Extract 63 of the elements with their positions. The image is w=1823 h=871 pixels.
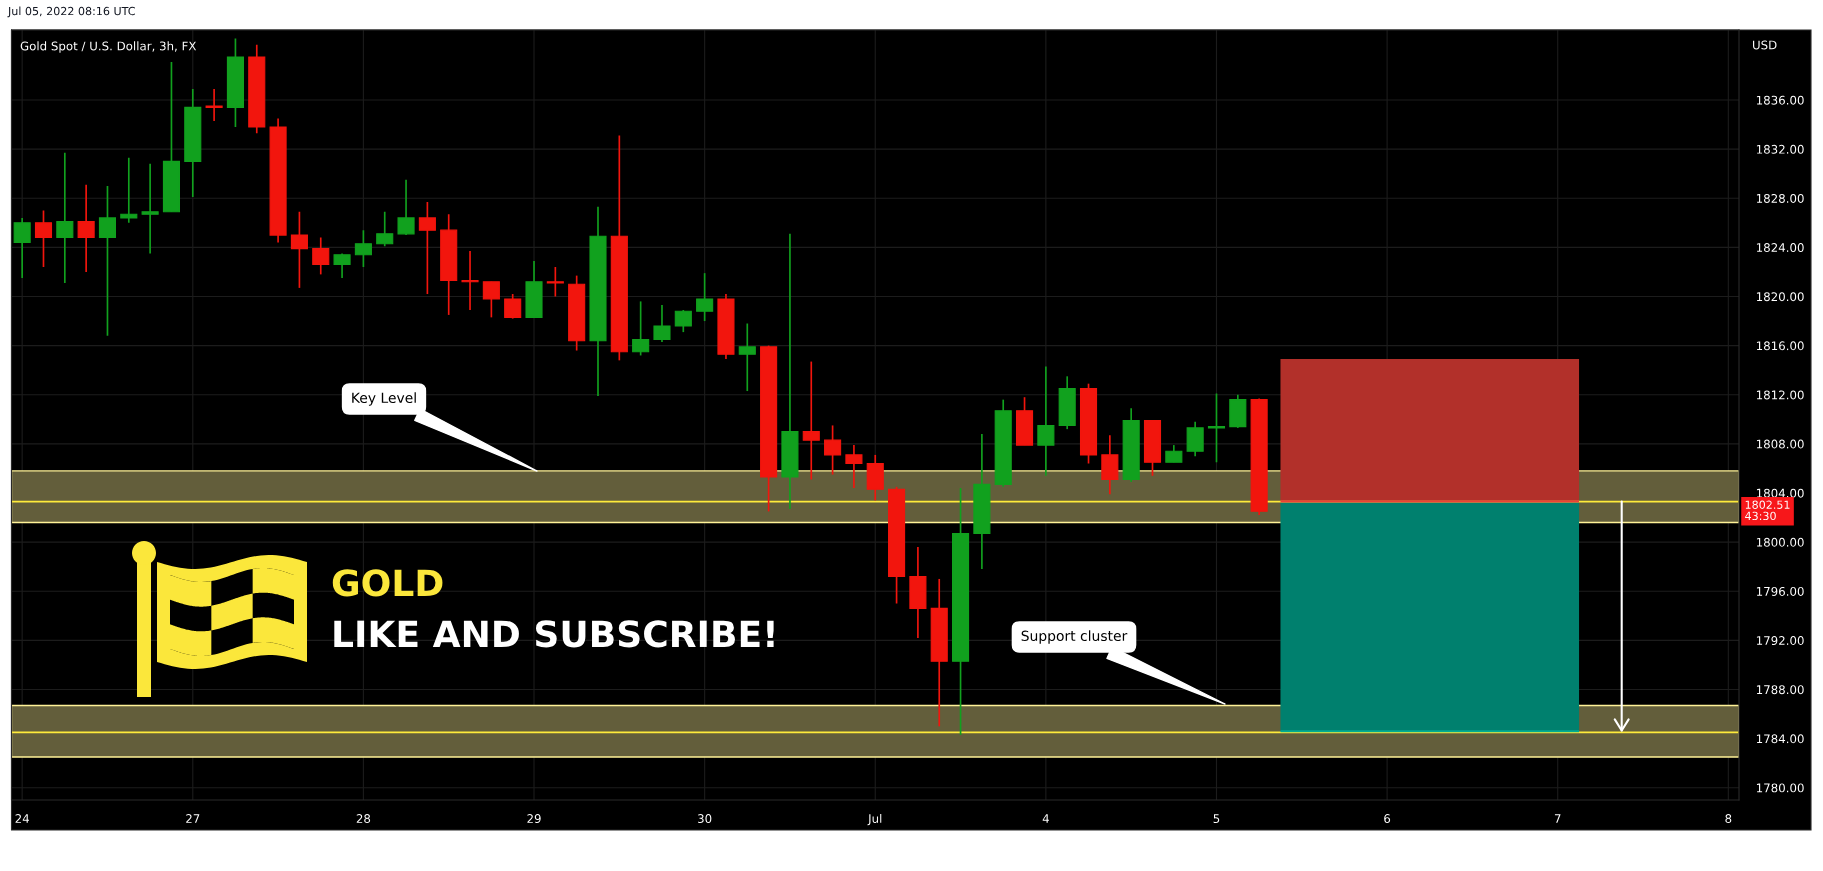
candlestick bbox=[845, 444, 863, 489]
x-tick-label: 28 bbox=[356, 814, 371, 824]
candlestick bbox=[696, 272, 714, 322]
x-tick-label: 4 bbox=[1042, 814, 1049, 823]
candlestick bbox=[205, 88, 223, 122]
candlestick bbox=[312, 236, 330, 276]
y-tick-label: 1800.00 bbox=[1756, 537, 1804, 547]
text: Gold Spot / U.S. Dollar, 3h, FX bbox=[20, 41, 197, 53]
chart-subtitle: Jul 05, 2022 08:16 UTC bbox=[7, 6, 135, 18]
y-tick-label: 1812.00 bbox=[1756, 390, 1804, 400]
annotation: LIKE AND SUBSCRIBE! bbox=[334, 620, 774, 648]
candlestick bbox=[1207, 392, 1226, 464]
y-tick-label: 1796.00 bbox=[1756, 586, 1804, 596]
y-tick-label: 1836.00 bbox=[1756, 95, 1804, 105]
x-tick-label: 8 bbox=[1725, 814, 1732, 824]
candlestick bbox=[34, 209, 53, 268]
x-tick-label: 30 bbox=[698, 814, 712, 824]
annotation: Key Level bbox=[352, 392, 416, 406]
y-tick-label: 1828.00 bbox=[1756, 193, 1804, 203]
candlestick bbox=[1037, 365, 1055, 477]
y-axis-title: USD bbox=[1753, 40, 1777, 50]
candlestick bbox=[141, 163, 159, 255]
candlestick bbox=[418, 201, 436, 295]
candlestick bbox=[738, 322, 756, 392]
x-tick-label: 29 bbox=[527, 814, 541, 824]
y-tick-label: 1832.00 bbox=[1756, 144, 1804, 154]
x-tick-label: Jul bbox=[867, 813, 882, 826]
y-tick-label: 1816.00 bbox=[1756, 341, 1804, 351]
candlestick bbox=[802, 360, 820, 481]
y-tick-label: 1792.00 bbox=[1756, 636, 1804, 645]
candlestick bbox=[1186, 420, 1204, 457]
candlestick bbox=[504, 293, 522, 320]
y-tick-label: 1824.00 bbox=[1756, 243, 1804, 253]
candlestick bbox=[824, 424, 842, 476]
candlestick bbox=[98, 185, 117, 337]
candlestick bbox=[56, 151, 74, 284]
candlestick bbox=[333, 252, 351, 279]
candlestick bbox=[482, 280, 500, 319]
candlestick bbox=[354, 229, 372, 268]
candlestick bbox=[653, 304, 671, 343]
x-tick-label: 24 bbox=[15, 814, 30, 823]
candlestick bbox=[77, 183, 95, 273]
text: 1802.51 43:30 bbox=[1745, 500, 1790, 521]
x-tick-label: 6 bbox=[1384, 814, 1391, 824]
y-tick-label: 1808.00 bbox=[1756, 439, 1804, 449]
candlestick bbox=[13, 217, 31, 279]
x-tick-label: 5 bbox=[1213, 814, 1220, 824]
candlestick bbox=[376, 210, 394, 247]
annotation: Support cluster bbox=[1021, 630, 1128, 644]
candlestick bbox=[632, 300, 650, 357]
annotation: GOLD bbox=[332, 569, 443, 597]
candlestick bbox=[397, 178, 415, 236]
x-tick-label: 7 bbox=[1554, 814, 1561, 823]
candlestick bbox=[120, 156, 138, 224]
candlestick bbox=[461, 250, 479, 311]
y-tick-label: 1820.00 bbox=[1756, 292, 1804, 302]
x-tick-label: 27 bbox=[186, 814, 200, 823]
y-tick-label: 1784.00 bbox=[1756, 734, 1804, 744]
candlestick bbox=[546, 266, 564, 298]
y-tick-label: 1788.00 bbox=[1756, 685, 1804, 695]
y-tick-label: 1780.00 bbox=[1756, 783, 1804, 793]
candlestick bbox=[674, 309, 692, 333]
candlestick bbox=[290, 210, 308, 289]
